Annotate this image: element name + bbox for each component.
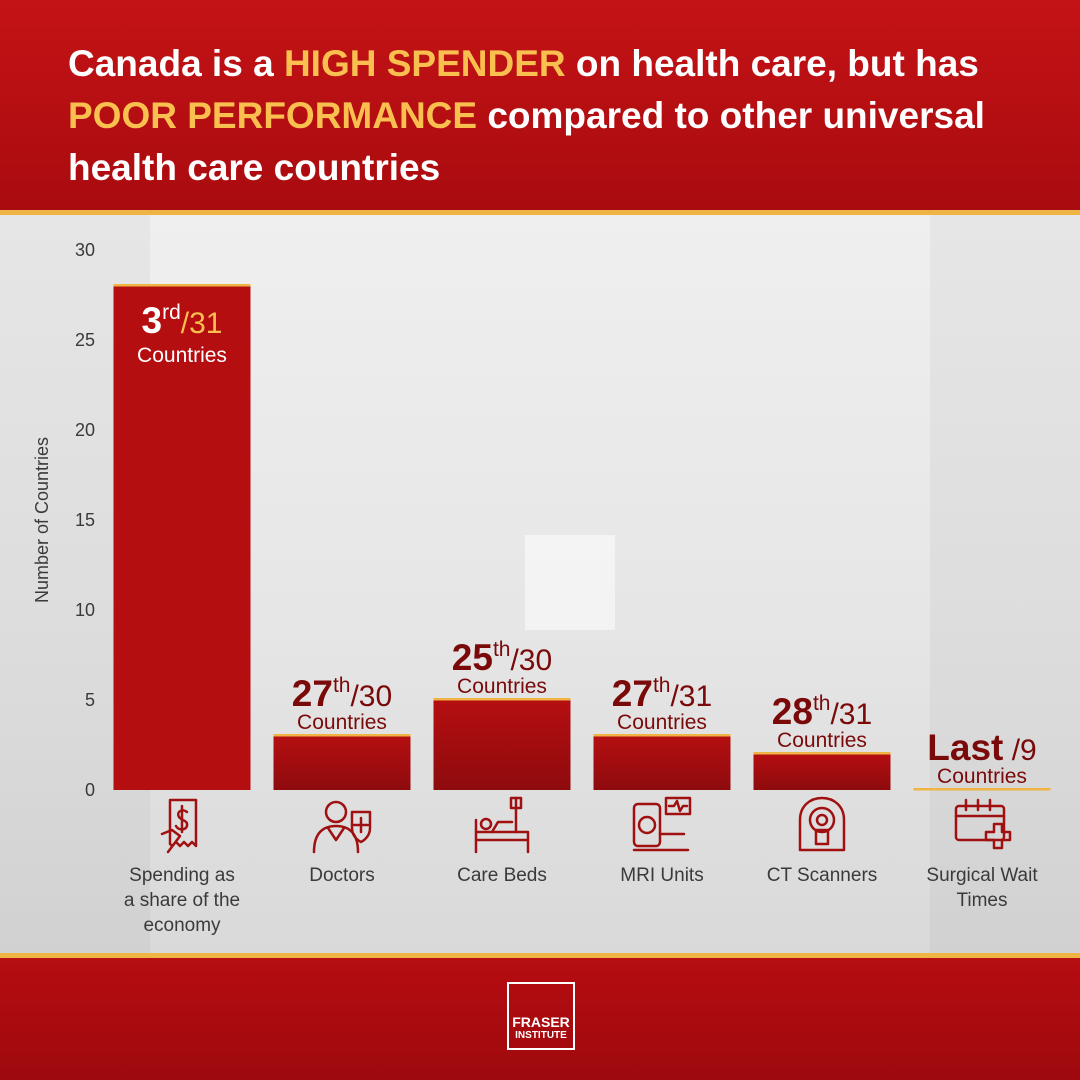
bottom-gold-divider [0, 953, 1080, 958]
title-text: on health care, but has [565, 43, 979, 84]
logo-line1: FRASER [512, 1014, 570, 1030]
title-highlight: POOR PERFORMANCE [68, 95, 478, 136]
rank-total: /30 [510, 644, 552, 677]
rank-suffix: rd [162, 301, 181, 324]
category-label: Care Beds [457, 865, 547, 886]
rank-label: 3rd/31 [142, 300, 223, 341]
title-text: Canada is a [68, 43, 284, 84]
rank-number: 3 [142, 300, 163, 341]
receipt-dollar-icon [160, 798, 198, 854]
category-label: Spending as [129, 865, 235, 886]
ct-scanner-icon [798, 796, 846, 852]
category-label: Times [956, 890, 1007, 911]
y-tick-label: 30 [75, 240, 95, 260]
rank-unit-label: Countries [777, 729, 867, 752]
hospital-bed-icon [474, 796, 530, 854]
background-window [525, 535, 615, 630]
y-tick-label: 15 [75, 510, 95, 530]
rank-suffix: th [813, 692, 831, 715]
rank-number: 27 [612, 673, 653, 714]
bar-top-edge [913, 788, 1051, 791]
doctor-icon [312, 800, 372, 854]
header-band: Canada is a HIGH SPENDER on health care,… [0, 0, 1080, 210]
y-tick-label: 10 [75, 600, 95, 620]
rank-label: 25th/30 [452, 637, 552, 678]
rank-unit-label: Countries [617, 711, 707, 734]
rank-total: /31 [830, 698, 872, 731]
page-title: Canada is a HIGH SPENDER on health care,… [68, 38, 1058, 194]
rank-suffix: th [493, 638, 511, 661]
fraser-institute-logo: FRASER INSTITUTE [507, 982, 575, 1050]
logo-line2: INSTITUTE [515, 1030, 567, 1041]
rank-suffix: th [653, 674, 671, 697]
rank-unit-label: Countries [137, 344, 227, 367]
category-label: MRI Units [620, 865, 703, 886]
rank-suffix: th [333, 674, 351, 697]
bar [753, 754, 891, 790]
rank-number: 27 [292, 673, 333, 714]
rank-number: Last [927, 727, 1003, 768]
category-label: a share of the [124, 890, 240, 911]
rank-number: 25 [452, 637, 493, 678]
rank-label: 28th/31 [772, 691, 872, 732]
y-axis-label: Number of Countries [32, 437, 52, 603]
y-tick-label: 25 [75, 330, 95, 350]
y-tick-label: 0 [85, 780, 95, 800]
bar-top-edge [753, 752, 891, 755]
category-label: CT Scanners [767, 865, 878, 886]
bar-top-edge [113, 284, 251, 287]
mri-machine-icon [632, 796, 692, 852]
y-tick-label: 20 [75, 420, 95, 440]
top-gold-divider [0, 210, 1080, 215]
bar-top-edge [433, 698, 571, 701]
rank-unit-label: Countries [937, 765, 1027, 788]
rank-total: /31 [670, 680, 712, 713]
category-label: Surgical Wait [926, 865, 1038, 886]
title-text: compared to other universal health care … [68, 95, 985, 188]
rank-total: /30 [350, 680, 392, 713]
rank-number: 28 [772, 691, 813, 732]
rank-label: Last /9 [927, 727, 1036, 768]
bar [273, 736, 411, 790]
rank-unit-label: Countries [297, 711, 387, 734]
bar [113, 286, 251, 790]
rank-total: /9 [1003, 734, 1036, 767]
footer-band [0, 958, 1080, 1080]
bar-top-edge [593, 734, 731, 737]
rank-total: /31 [181, 307, 223, 340]
bar-top-edge [273, 734, 411, 737]
rank-unit-label: Countries [457, 675, 547, 698]
rank-label: 27th/31 [612, 673, 712, 714]
bar [433, 700, 571, 790]
bar [593, 736, 731, 790]
title-highlight: HIGH SPENDER [283, 43, 566, 84]
category-label: economy [143, 915, 221, 936]
category-label: Doctors [309, 865, 374, 886]
y-tick-label: 5 [85, 690, 95, 710]
calendar-medical-icon [954, 798, 1012, 850]
rank-label: 27th/30 [292, 673, 392, 714]
